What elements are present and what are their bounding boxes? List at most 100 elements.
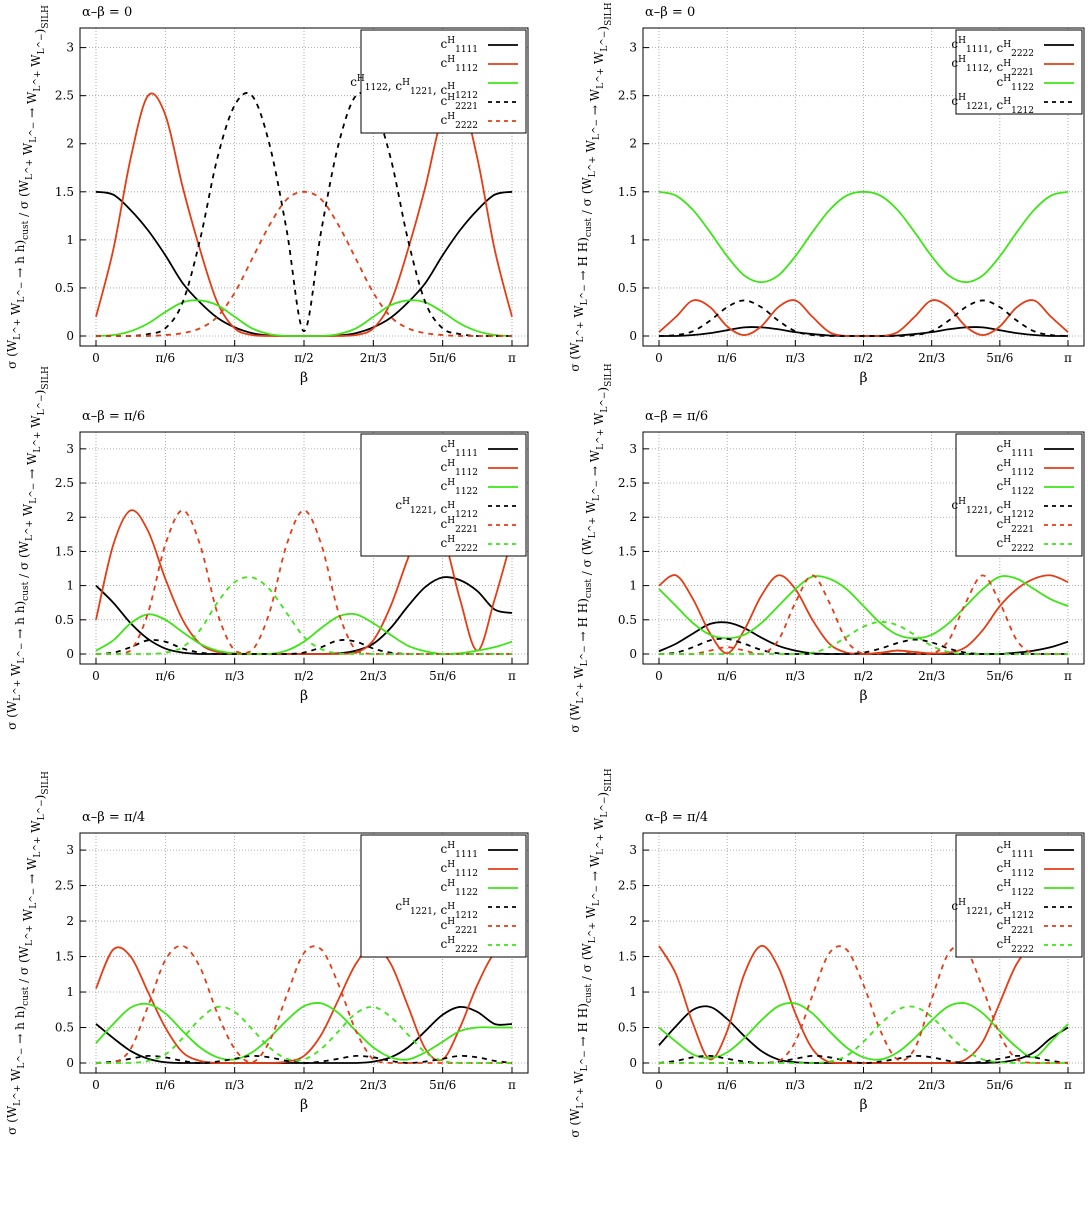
legend-label: cH1112 (441, 459, 479, 478)
legend-label: cH1122 (441, 879, 479, 898)
x-tick-label: π (508, 1078, 516, 1092)
y-tick-label: 2.5 (55, 879, 74, 893)
y-axis-label: σ (WL^+ WL^− → H H)cust / σ (WL^+ WL^− →… (568, 2, 614, 371)
y-tick-label: 2 (66, 137, 74, 151)
y-tick-label: 3 (66, 41, 74, 55)
y-tick-label: 0 (66, 1056, 74, 1070)
legend-label: cH1112 (997, 860, 1035, 879)
x-tick-label: 0 (655, 669, 663, 683)
legend-box (360, 834, 527, 958)
legend-label: cH1112 (441, 55, 479, 74)
legend-label: cH2221 (441, 917, 479, 936)
y-tick-label: 0 (66, 329, 74, 343)
legend-label: cH1112 (997, 459, 1035, 478)
plot-frame (642, 431, 1085, 665)
y-tick-label: 1.5 (55, 185, 74, 199)
series-line-4 (96, 92, 512, 337)
x-tick-label: 2π/3 (918, 669, 945, 683)
x-axis-label: β (859, 688, 867, 704)
series-line-5 (96, 944, 512, 1064)
legend-label: cH2222 (441, 535, 479, 554)
x-tick-label: π (1064, 669, 1072, 683)
x-tick-label: 5π/6 (986, 669, 1013, 683)
y-tick-label: 0.5 (55, 613, 74, 627)
x-tick-label: π/2 (294, 351, 314, 365)
chart-title: α–β = π/4 (82, 810, 145, 825)
legend-label: cH1221, cH1212 (951, 497, 1034, 520)
y-tick-label: 2.5 (618, 89, 637, 103)
x-tick-label: 2π/3 (360, 351, 387, 365)
series-line-5 (96, 190, 512, 337)
x-axis-label: β (300, 370, 308, 386)
y-axis-label: σ (WL^+ WL^− → h h)cust / σ (WL^+ WL^− →… (5, 366, 51, 730)
chart-panel-2: α–β = 0 0 π/6 π/3 π/2 2π/3 5π/6 π 0 0.5 1 1.5 2 2.5 3 β… (568, 2, 1085, 386)
y-tick-label: 2.5 (55, 89, 74, 103)
x-tick-label: π (508, 351, 516, 365)
y-tick-label: 2 (629, 137, 637, 151)
series-line-5 (659, 574, 1068, 655)
legend-label: cH1122 (997, 74, 1035, 93)
y-tick-label: 1 (66, 985, 74, 999)
plot-frame (79, 431, 529, 665)
y-tick-label: 2.5 (618, 879, 637, 893)
x-tick-label: 5π/6 (429, 1078, 456, 1092)
x-tick-label: 5π/6 (429, 669, 456, 683)
y-tick-label: 2 (629, 914, 637, 928)
y-tick-label: 3 (66, 843, 74, 857)
series-line-4 (658, 637, 1068, 655)
x-axis-label: β (300, 1097, 308, 1113)
y-tick-label: 1 (629, 985, 637, 999)
x-axis-label: β (300, 688, 308, 704)
series-line-5 (659, 944, 1068, 1064)
y-tick-label: 0 (629, 1056, 637, 1070)
x-tick-label: π/6 (156, 1078, 176, 1092)
y-tick-label: 2 (629, 510, 637, 524)
y-tick-label: 2 (66, 914, 74, 928)
y-tick-label: 0.5 (55, 1021, 74, 1035)
legend-label: cH1221, cH1212 (395, 898, 478, 921)
series-line-2 (658, 944, 1069, 1064)
y-axis-label: σ (WL^+ WL^− → H H)cust / σ (WL^+ WL^− →… (568, 768, 614, 1137)
legend-box (955, 29, 1083, 115)
x-tick-label: 0 (92, 351, 100, 365)
x-tick-label: π/6 (717, 1078, 737, 1092)
x-tick-label: 5π/6 (429, 351, 456, 365)
legend-label: cH2221 (441, 93, 479, 112)
x-tick-label: π/3 (786, 1078, 806, 1092)
series-line-4 (658, 1054, 1069, 1064)
series-line-4 (95, 1054, 513, 1064)
x-tick-label: 0 (92, 1078, 100, 1092)
legend-label: cH2222 (997, 936, 1035, 955)
y-tick-label: 0.5 (618, 1021, 637, 1035)
x-tick-label: 2π/3 (360, 669, 387, 683)
x-axis-label: β (859, 1097, 867, 1113)
legend-label: cH1122 (441, 478, 479, 497)
x-tick-label: π/6 (156, 669, 176, 683)
x-tick-label: 0 (92, 669, 100, 683)
series-line-3 (95, 1002, 512, 1061)
series-line-6 (96, 1005, 512, 1064)
y-tick-label: 1.5 (618, 544, 637, 558)
legend-box (360, 29, 527, 134)
x-tick-label: π/6 (717, 669, 737, 683)
legend-label: cH1111 (997, 841, 1035, 860)
series-line-4 (95, 639, 512, 655)
x-tick-label: π/3 (225, 1078, 245, 1092)
x-tick-label: π/2 (294, 1078, 314, 1092)
series-line-1 (95, 190, 513, 337)
y-tick-label: 1 (66, 233, 74, 247)
y-tick-label: 1 (629, 579, 637, 593)
legend-label: cH1112 (441, 860, 479, 879)
legend-label: cH2221 (997, 917, 1035, 936)
series-line-4 (658, 299, 1069, 337)
x-tick-label: 2π/3 (918, 351, 945, 365)
x-tick-label: π/2 (854, 351, 874, 365)
chart-panel-1: α–β = 0 0 π/6 π/3 π/2 2π/3 5π/6 π 0 0.5 1 1.5 2 2.5 3 β… (5, 5, 529, 386)
chart-panel-4: α–β = π/6 0 π/6 π/3 π/2 2π/3 5π/6 π 0 0.5 1 1.5 2 2.5… (568, 363, 1085, 733)
legend-label: cH1111 (441, 841, 479, 860)
x-tick-label: π (1064, 1078, 1072, 1092)
legend-label: cH2222 (441, 936, 479, 955)
